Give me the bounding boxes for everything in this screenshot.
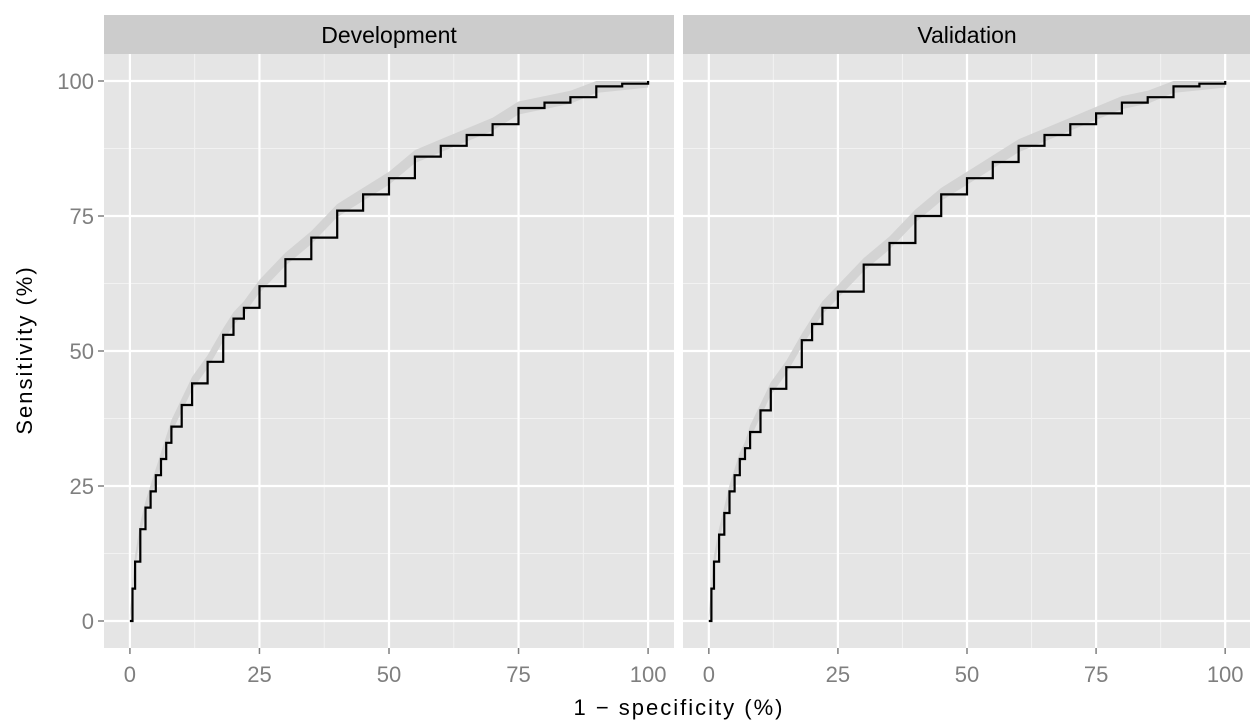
x-tick-label: 25 [247,662,271,687]
panels-layer: Development 0 25 50 75 100 Validation 0 25 50 75 10… [104,15,1250,687]
x-axis-title: 1 − specificity (%) [574,695,785,720]
facet-strip [683,15,1250,54]
y-tick-label: 25 [70,474,94,499]
x-tick-label: 75 [1084,662,1108,687]
y-axis-title: Sensitivity (%) [12,265,37,434]
panel-development: Development 0 25 50 75 100 [104,15,674,687]
y-tick-label: 0 [82,609,94,634]
roc-curve-validation [708,81,1227,623]
x-tick-label: 25 [826,662,850,687]
x-tick-label: 100 [630,662,667,687]
facet-strip [104,15,674,54]
x-tick-label: 50 [955,662,979,687]
x-tick-label: 50 [377,662,401,687]
x-tick-label: 75 [506,662,530,687]
facet-label: Development [321,22,457,48]
facet-label: Validation [917,22,1016,48]
y-tick-label: 50 [70,339,94,364]
y-tick-label: 100 [57,69,94,94]
y-axis: 0 25 50 75 100 [57,69,104,634]
y-tick-label: 75 [70,204,94,229]
x-tick-label: 0 [124,662,136,687]
panel-validation: Validation 0 25 50 75 100 [683,15,1250,687]
x-tick-label: 0 [703,662,715,687]
x-tick-label: 100 [1207,662,1244,687]
roc-curve-development [129,81,650,623]
